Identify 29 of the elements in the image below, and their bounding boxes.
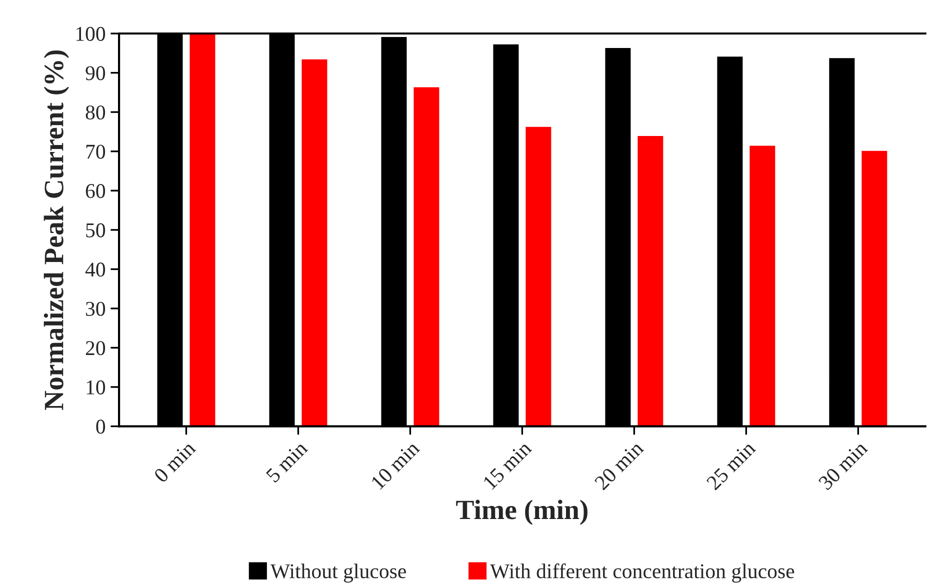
x-tick-label: 0 min [153,440,196,484]
x-tick-label: 5 min [266,440,308,483]
y-axis-title: Normalized Peak Current (%) [44,50,70,410]
bar [748,144,777,426]
legend-label: With different concentration glucose [490,563,794,583]
x-axis-title: Time (min) [456,500,588,525]
y-tick-label: 0 [96,420,106,434]
x-tick-label: 25 min [706,440,756,491]
x-tick-label: 15 min [482,440,532,490]
bar [636,134,665,426]
bar [412,86,441,426]
bar [860,149,889,426]
y-tick-label: 100 [76,26,106,41]
x-tick-label: 30 min [818,440,868,490]
legend-label: Without glucose [270,564,406,583]
y-tick-label: 70 [86,144,106,159]
bar [300,58,329,426]
y-tick-label: 60 [86,184,106,198]
y-tick-label: 40 [85,262,106,277]
x-tick-label: 20 min [594,440,644,491]
x-tick-label: 10 min [370,440,420,490]
bar [188,34,217,426]
y-tick-label: 90 [86,66,106,80]
y-tick-label: 80 [86,105,106,120]
y-tick-label: 30 [86,302,106,316]
bar [524,126,553,426]
y-tick-label: 50 [86,223,106,238]
y-tick-label: 10 [86,380,106,394]
y-tick-label: 20 [86,341,106,356]
